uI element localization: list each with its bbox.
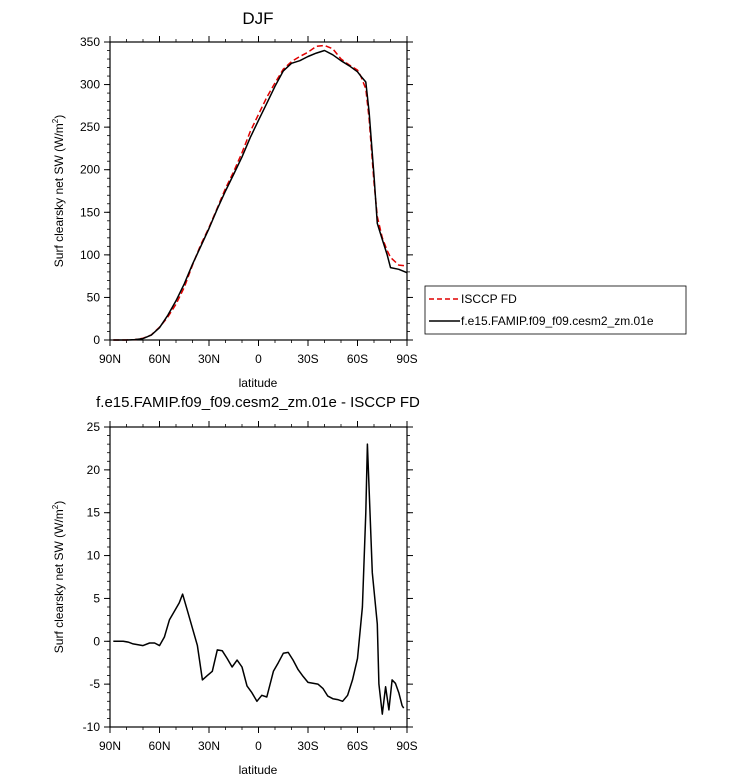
panel-bottom-y-axis-label: Surf clearsky net SW (W/m2) xyxy=(51,501,66,653)
panel-top-x-ticks: 90N 60N 30N 0 30S 60S 90S xyxy=(99,36,418,366)
y-tick-label: 100 xyxy=(80,248,100,262)
x-tick-label: 30N xyxy=(198,352,220,366)
y-tick-label: 20 xyxy=(87,463,101,477)
x-tick-label: 60S xyxy=(347,739,368,753)
y-tick-label: 10 xyxy=(87,549,101,563)
panel-top-x-axis-label: latitude xyxy=(239,376,278,390)
y-tick-label: 250 xyxy=(80,120,100,134)
x-tick-label: 90S xyxy=(396,352,417,366)
x-tick-label: 90S xyxy=(396,739,417,753)
y-tick-label: 0 xyxy=(93,634,100,648)
panel-bottom-series-lines xyxy=(113,443,405,715)
panel-bottom-x-axis-label: latitude xyxy=(239,763,278,777)
series-line-isccp xyxy=(113,44,408,341)
panel-bottom: f.e15.FAMIP.f09_f09.cesm2_zm.01e - ISCCP… xyxy=(51,394,420,777)
y-tick-label: 300 xyxy=(80,78,100,92)
y-tick-label: 0 xyxy=(93,333,100,347)
x-tick-label: 60S xyxy=(347,352,368,366)
x-tick-label: 30S xyxy=(297,739,318,753)
x-tick-label: 90N xyxy=(99,739,121,753)
x-tick-label: 60N xyxy=(148,352,170,366)
panel-top-y-axis-label: Surf clearsky net SW (W/m2) xyxy=(51,115,66,267)
panel-top-plot-frame xyxy=(109,41,408,341)
y-tick-label: -5 xyxy=(89,677,100,691)
series-line-difference xyxy=(113,443,405,715)
x-tick-label: 30N xyxy=(198,739,220,753)
legend-box xyxy=(424,285,687,335)
x-tick-label: 60N xyxy=(148,739,170,753)
y-tick-label: 25 xyxy=(87,420,101,434)
panel-top-y-ticks: 0 50 100 150 200 250 300 350 xyxy=(80,35,413,347)
panel-top-title: DJF xyxy=(242,9,273,28)
legend: ISCCP FD f.e15.FAMIP.f09_f09.cesm2_zm.01… xyxy=(424,285,687,335)
panel-bottom-title: f.e15.FAMIP.f09_f09.cesm2_zm.01e - ISCCP… xyxy=(96,394,420,411)
y-tick-label: 5 xyxy=(93,591,100,605)
legend-label-isccp: ISCCP FD xyxy=(461,292,517,306)
y-tick-label: 200 xyxy=(80,163,100,177)
y-tick-label: -10 xyxy=(83,720,101,734)
x-tick-label: 90N xyxy=(99,352,121,366)
y-tick-label: 150 xyxy=(80,205,100,219)
panel-bottom-y-ticks: -10 -5 0 5 10 15 20 25 xyxy=(83,420,413,734)
panel-bottom-x-ticks: 90N 60N 30N 0 30S 60S 90S xyxy=(99,421,418,753)
x-tick-label: 0 xyxy=(255,739,262,753)
y-tick-label: 15 xyxy=(87,506,101,520)
panel-bottom-plot-frame xyxy=(109,426,408,728)
legend-label-cesm: f.e15.FAMIP.f09_f09.cesm2_zm.01e xyxy=(461,314,654,328)
x-tick-label: 30S xyxy=(297,352,318,366)
panel-top-series-lines xyxy=(113,44,408,341)
series-line-cesm xyxy=(113,49,408,341)
y-tick-label: 350 xyxy=(80,35,100,49)
y-tick-label: 50 xyxy=(87,290,101,304)
panel-top: DJF 0 50 100 150 200 250 300 350 90N 60N 30N 0 30S 6… xyxy=(51,9,687,390)
x-tick-label: 0 xyxy=(255,352,262,366)
